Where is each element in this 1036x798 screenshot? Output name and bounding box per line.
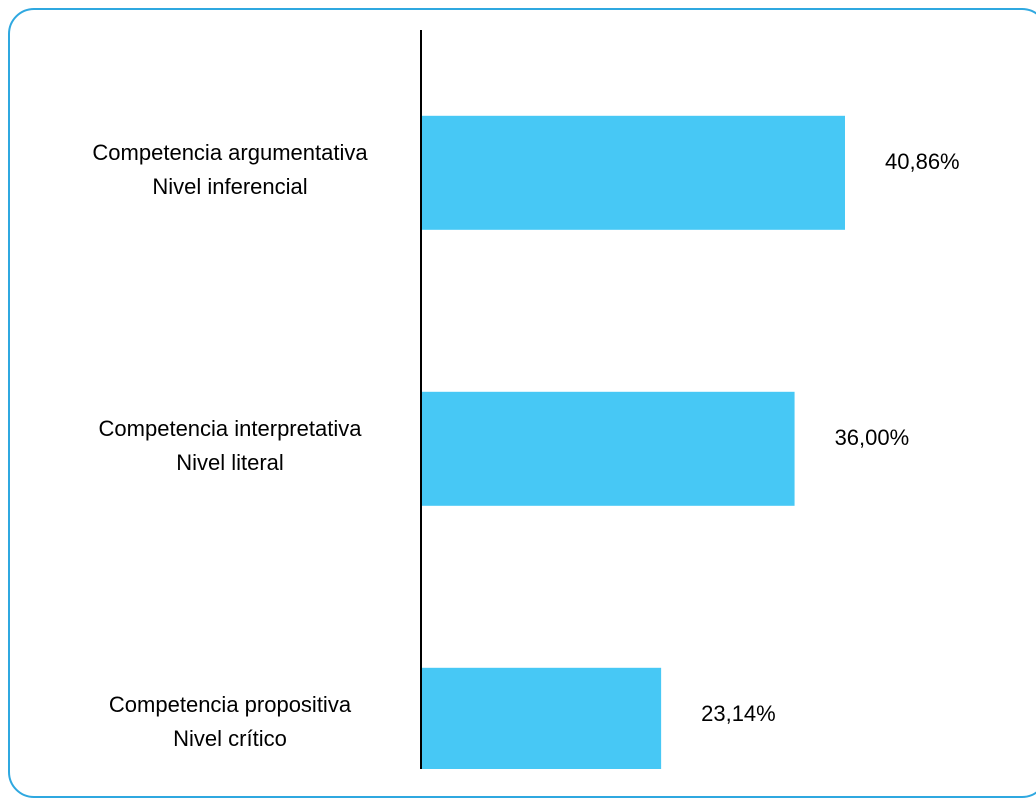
bar-3 [421, 667, 662, 769]
category-labels-group: Competencia argumentativa Nivel inferenci… [92, 140, 368, 751]
category-label-2-line-2: Nivel literal [176, 450, 284, 475]
category-label-2-line-1: Competencia interpretativa [99, 416, 363, 441]
value-label-3: 23,14% [701, 701, 776, 726]
bars-group [421, 115, 845, 769]
value-label-2: 36,00% [835, 425, 910, 450]
value-labels-group: 40,86% 36,00% 23,14% [701, 149, 960, 726]
bar-1 [421, 115, 845, 230]
category-label-1-line-1: Competencia argumentativa [92, 140, 368, 165]
category-label-3-line-2: Nivel crítico [173, 726, 287, 751]
category-label-3-line-1: Competencia propositiva [109, 692, 352, 717]
category-label-1-line-2: Nivel inferencial [152, 174, 307, 199]
bar-2 [421, 391, 795, 506]
bar-chart: Competencia argumentativa Nivel inferenci… [92, 30, 960, 769]
value-label-1: 40,86% [885, 149, 960, 174]
